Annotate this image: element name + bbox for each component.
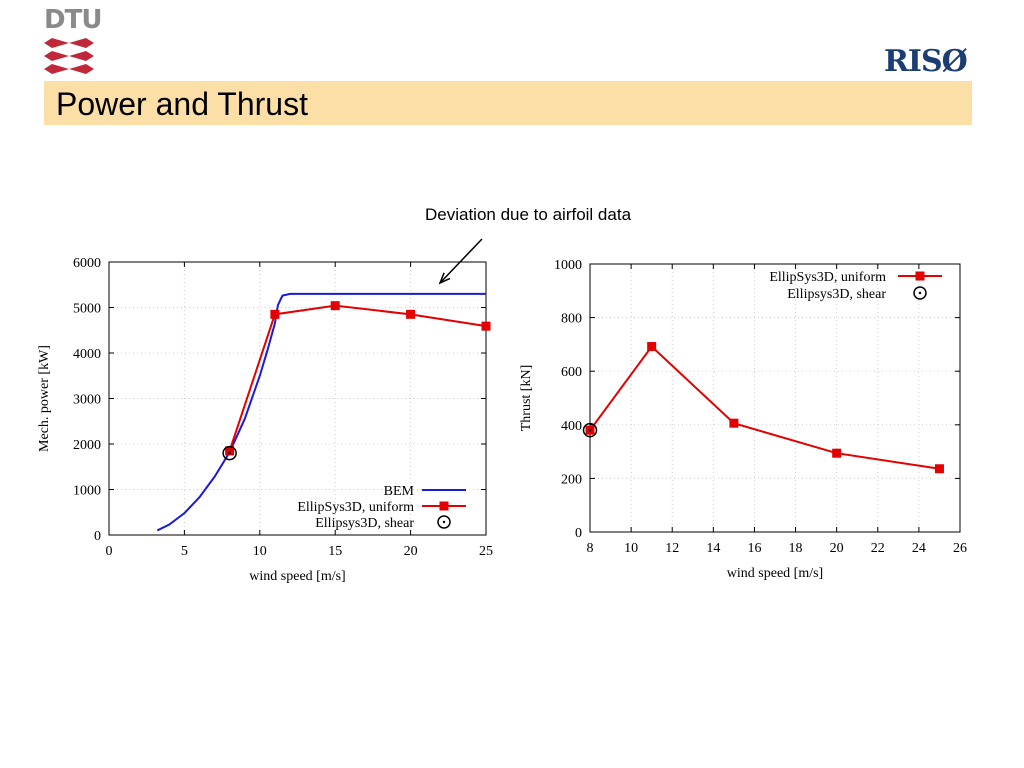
x-axis-label: wind speed [m/s] <box>727 566 823 581</box>
x-tick-label: 25 <box>479 544 493 559</box>
dtu-logo-mark-icon <box>44 38 94 74</box>
data-point-square <box>330 301 340 311</box>
legend-sample-square <box>439 501 449 511</box>
x-tick-label: 10 <box>253 544 267 559</box>
data-point-square <box>832 448 842 458</box>
power-chart-svg: 0 5 10 15 20 25 0 1000 2000 3000 4000 5000 6000 wind … <box>37 256 493 584</box>
y-tick-label: 600 <box>561 365 582 380</box>
data-point-circle <box>222 445 237 461</box>
x-tick-label: 15 <box>328 544 342 559</box>
legend-entry: Ellipsys3D, shear <box>315 516 414 531</box>
y-axis-label: Mech. power [kW] <box>37 345 52 452</box>
dtu-logo-text: DTU <box>44 5 102 35</box>
data-point-square <box>647 342 657 352</box>
x-tick-label: 24 <box>912 541 926 556</box>
data-point-square <box>934 464 944 474</box>
thrust-chart: 8 10 12 14 16 18 20 22 24 26 0 200 400 600 800 1000 wind… <box>510 250 980 595</box>
data-point-square <box>729 418 739 428</box>
data-point-circle <box>582 422 598 438</box>
series-line <box>589 345 940 470</box>
data-point-circle-dot <box>588 428 592 432</box>
data-point-square <box>481 321 491 331</box>
series-line <box>228 304 487 452</box>
y-tick-label: 2000 <box>73 438 101 453</box>
legend-sample-circle-dot <box>918 291 922 295</box>
riso-logo: RISØ <box>884 44 968 79</box>
x-tick-label: 14 <box>706 541 720 556</box>
y-tick-label: 1000 <box>73 484 101 499</box>
x-tick-label: 20 <box>404 544 418 559</box>
data-point-square <box>225 446 235 456</box>
dtu-mark-stripe <box>44 51 94 61</box>
title-bar: Power and Thrust <box>44 81 972 125</box>
x-tick-label: 5 <box>181 544 188 559</box>
legend-entry: EllipSys3D, uniform <box>769 270 886 285</box>
legend-sample-circle <box>437 515 451 529</box>
data-point-square <box>406 309 416 319</box>
y-tick-label: 400 <box>561 419 582 434</box>
x-tick-label: 20 <box>830 541 844 556</box>
data-point-circle-dot <box>228 451 231 455</box>
y-tick-label: 0 <box>94 529 101 544</box>
y-tick-label: 3000 <box>73 393 101 408</box>
power-chart: 0 5 10 15 20 25 0 1000 2000 3000 4000 5000 6000 wind … <box>30 248 500 598</box>
legend-entry: EllipSys3D, uniform <box>297 500 414 515</box>
dtu-logo: DTU <box>44 5 102 78</box>
y-axis-label: Thrust [kN] <box>519 365 534 432</box>
x-axis-label: wind speed [m/s] <box>249 569 345 584</box>
y-tick-label: 0 <box>575 526 582 541</box>
x-tick-label: 8 <box>587 541 594 556</box>
legend-sample-circle-dot <box>442 520 446 524</box>
y-tick-label: 200 <box>561 472 582 487</box>
dtu-mark-stripe <box>44 64 94 74</box>
plot-frame <box>589 263 961 533</box>
x-tick-label: 26 <box>953 541 967 556</box>
y-tick-label: 5000 <box>73 302 101 317</box>
series-line <box>156 292 486 532</box>
legend-entry: Ellipsys3D, shear <box>787 287 886 302</box>
x-tick-label: 22 <box>871 541 885 556</box>
legend-sample-circle <box>913 286 927 300</box>
y-tick-label: 800 <box>561 312 582 327</box>
annotation-text: Deviation due to airfoil data <box>425 205 632 224</box>
x-tick-label: 10 <box>624 541 638 556</box>
legend-sample-square <box>915 271 925 281</box>
x-tick-label: 16 <box>747 541 761 556</box>
thrust-chart-svg: 8 10 12 14 16 18 20 22 24 26 0 200 400 600 800 1000 wind… <box>519 258 967 581</box>
dtu-mark-stripe <box>44 38 94 48</box>
y-tick-label: 6000 <box>73 256 101 271</box>
data-point-square <box>270 309 280 319</box>
y-tick-label: 1000 <box>554 258 582 273</box>
x-tick-label: 12 <box>665 541 679 556</box>
x-tick-label: 0 <box>106 544 113 559</box>
y-tick-label: 4000 <box>73 347 101 362</box>
x-tick-label: 18 <box>789 541 803 556</box>
page-title: Power and Thrust <box>56 86 308 122</box>
legend-entry: BEM <box>384 484 415 499</box>
